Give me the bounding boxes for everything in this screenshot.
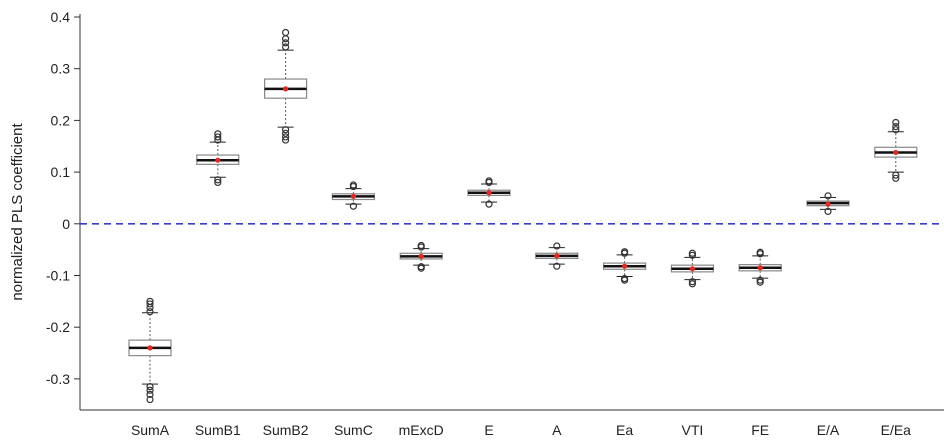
outlier-point bbox=[214, 176, 222, 184]
y-tick-label: 0.2 bbox=[51, 112, 71, 128]
y-tick-label: 0.3 bbox=[51, 61, 71, 77]
outlier-point bbox=[282, 43, 290, 51]
outlier-point bbox=[282, 136, 290, 144]
outlier-point bbox=[417, 241, 425, 250]
outlier-point bbox=[282, 129, 290, 137]
x-tick-label: SumC bbox=[334, 422, 373, 438]
box-sumb2 bbox=[264, 28, 308, 144]
x-tick-label: SumB1 bbox=[195, 422, 241, 438]
outlier-point bbox=[756, 278, 764, 286]
outlier-point bbox=[146, 297, 154, 305]
y-ticks: -0.3 -0.2 -0.1 0 0.1 0.2 0.3 0.4 bbox=[46, 9, 80, 387]
axes-layer bbox=[79, 14, 944, 411]
outlier-point bbox=[146, 308, 154, 316]
outlier-point bbox=[146, 300, 154, 308]
box-e bbox=[467, 177, 511, 208]
outlier-point bbox=[620, 248, 629, 256]
outlier-point bbox=[417, 264, 425, 272]
y-tick-label: -0.1 bbox=[46, 268, 70, 284]
y-tick-label: -0.3 bbox=[46, 371, 70, 387]
box-a bbox=[535, 242, 579, 270]
box-e-a bbox=[806, 192, 850, 215]
outlier-point bbox=[756, 248, 764, 256]
outlier-point bbox=[146, 386, 154, 394]
y-axis-label: normalized PLS coefficient bbox=[9, 123, 26, 301]
outlier-point bbox=[892, 174, 900, 182]
outlier-point bbox=[892, 171, 900, 179]
outlier-point bbox=[688, 251, 697, 259]
outlier-point bbox=[824, 192, 832, 200]
box-ea bbox=[602, 248, 647, 284]
y-tick-label: 0 bbox=[62, 216, 70, 232]
x-tick-label: E/A bbox=[817, 422, 840, 438]
mean-point bbox=[893, 149, 899, 156]
outlier-point bbox=[146, 390, 154, 399]
y-tick-label: 0.1 bbox=[51, 164, 71, 180]
mean-point bbox=[418, 253, 424, 259]
outlier-point bbox=[553, 262, 561, 270]
mean-point bbox=[757, 265, 763, 271]
outlier-point bbox=[485, 177, 493, 185]
outlier-point bbox=[688, 280, 697, 288]
x-tick-label: SumB2 bbox=[263, 422, 309, 438]
outlier-point bbox=[824, 207, 832, 215]
box-sumc bbox=[331, 181, 375, 210]
outlier-point bbox=[349, 202, 357, 210]
outlier-point bbox=[553, 242, 561, 250]
outlier-point bbox=[282, 133, 290, 141]
mean-point bbox=[350, 193, 356, 199]
y-tick-label: 0.4 bbox=[51, 9, 71, 25]
outlier-point bbox=[214, 178, 222, 187]
outlier-point bbox=[892, 123, 900, 131]
boxes-layer bbox=[128, 28, 918, 404]
box-mexcd bbox=[399, 241, 443, 272]
outlier-point bbox=[282, 126, 290, 134]
mean-point bbox=[825, 201, 831, 207]
outlier-point bbox=[282, 35, 290, 43]
x-tick-labels: SumA SumB1 SumB2 SumC mExcD E A Ea VTI FE E/A E/Ea bbox=[131, 422, 911, 438]
x-tick-label: Ea bbox=[616, 422, 633, 438]
x-tick-label: A bbox=[552, 422, 562, 438]
outlier-point bbox=[688, 278, 697, 286]
mean-point bbox=[215, 157, 221, 163]
box-e-ea bbox=[874, 118, 918, 182]
box-vti bbox=[670, 249, 715, 288]
y-tick-label: -0.2 bbox=[46, 319, 70, 335]
box-sumb1 bbox=[196, 130, 240, 187]
outlier-point bbox=[620, 276, 629, 284]
x-tick-label: FE bbox=[751, 422, 769, 438]
outlier-point bbox=[146, 395, 154, 404]
mean-point bbox=[622, 263, 628, 269]
outlier-point bbox=[282, 39, 290, 47]
outlier-point bbox=[485, 200, 493, 208]
box-suma bbox=[128, 297, 172, 404]
outlier-point bbox=[214, 130, 222, 138]
mean-point bbox=[689, 266, 696, 272]
mean-point bbox=[147, 345, 153, 351]
x-tick-label: E bbox=[484, 422, 493, 438]
outlier-point bbox=[688, 249, 697, 257]
mean-point bbox=[554, 253, 560, 259]
outlier-point bbox=[146, 383, 154, 391]
outlier-point bbox=[349, 181, 357, 189]
outlier-point bbox=[282, 28, 290, 37]
mean-point bbox=[283, 86, 289, 92]
outlier-point bbox=[756, 276, 764, 284]
outlier-point bbox=[892, 126, 900, 134]
box-fe bbox=[738, 248, 782, 286]
x-tick-label: VTI bbox=[682, 422, 704, 438]
x-tick-label: mExcD bbox=[399, 422, 444, 438]
x-tick-label: SumA bbox=[131, 422, 170, 438]
mean-point bbox=[486, 190, 492, 196]
x-tick-label: E/Ea bbox=[881, 422, 912, 438]
outlier-point bbox=[892, 118, 900, 127]
outlier-point bbox=[214, 133, 222, 141]
